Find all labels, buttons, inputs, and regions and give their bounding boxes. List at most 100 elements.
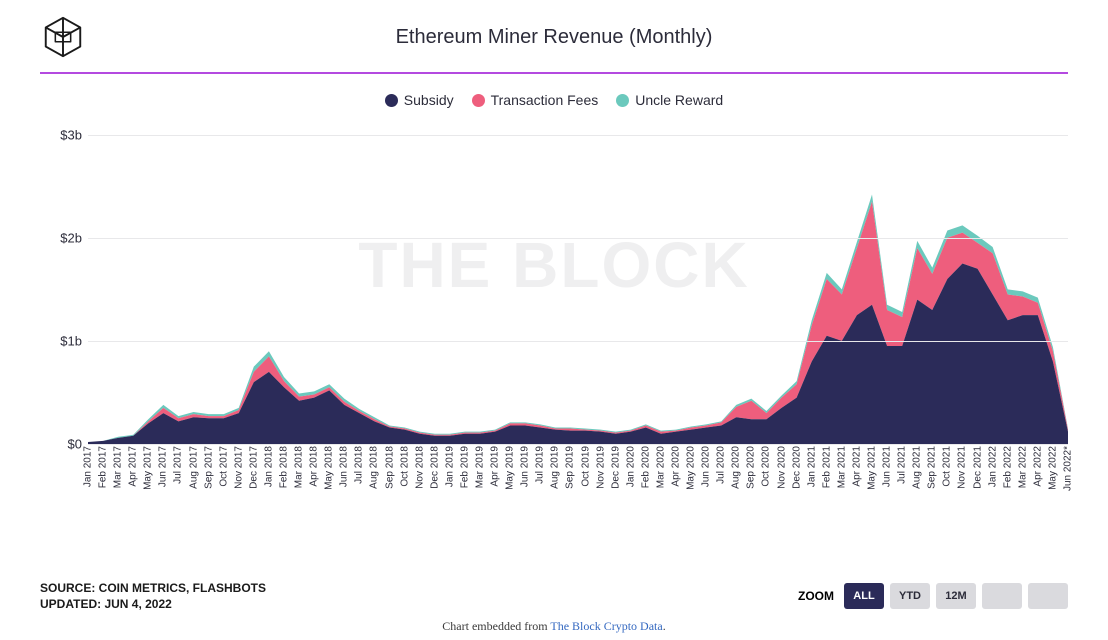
x-tick-label: May 2018 (324, 446, 335, 490)
x-tick-label: Feb 2022 (1002, 446, 1013, 488)
chart-footer: SOURCE: COIN METRICS, FLASHBOTS UPDATED:… (40, 580, 1068, 612)
x-tick-label: Jan 2020 (625, 446, 636, 487)
legend-label: Transaction Fees (491, 92, 599, 108)
x-axis: Jan 2017Feb 2017Mar 2017Apr 2017May 2017… (88, 444, 1068, 474)
x-tick-label: Nov 2018 (414, 446, 425, 489)
the-block-logo-icon (40, 14, 86, 60)
x-tick-label: Nov 2017 (233, 446, 244, 489)
grid-line (88, 135, 1068, 136)
x-tick-label: Dec 2020 (791, 446, 802, 489)
legend-item[interactable]: Transaction Fees (472, 92, 599, 108)
x-tick-label: Aug 2021 (912, 446, 923, 489)
x-tick-label: Feb 2018 (279, 446, 290, 488)
x-tick-label: Jul 2020 (716, 446, 727, 484)
x-tick-label: Jan 2021 (806, 446, 817, 487)
x-tick-label: Jul 2021 (897, 446, 908, 484)
grid-line (88, 238, 1068, 239)
x-tick-label: Jun 2018 (339, 446, 350, 487)
chart-title: Ethereum Miner Revenue (Monthly) (86, 26, 1068, 49)
x-tick-label: Apr 2019 (490, 446, 501, 487)
x-tick-label: Nov 2020 (776, 446, 787, 489)
legend-label: Subsidy (404, 92, 454, 108)
x-tick-label: Aug 2018 (369, 446, 380, 489)
y-tick-label: $2b (60, 230, 82, 245)
x-tick-label: Mar 2022 (1017, 446, 1028, 488)
legend-label: Uncle Reward (635, 92, 723, 108)
x-tick-label: Sep 2017 (203, 446, 214, 489)
x-tick-label: Jan 2022 (987, 446, 998, 487)
zoom-ytd-button[interactable]: YTD (890, 583, 930, 609)
x-tick-label: Feb 2017 (98, 446, 109, 488)
chart-legend: Subsidy Transaction Fees Uncle Reward (0, 74, 1108, 114)
zoom-label: ZOOM (798, 589, 834, 603)
y-tick-label: $0 (68, 437, 82, 452)
x-tick-label: Aug 2017 (188, 446, 199, 489)
x-tick-label: Mar 2021 (836, 446, 847, 488)
x-tick-label: Jun 2017 (158, 446, 169, 487)
x-tick-label: Oct 2017 (218, 446, 229, 487)
chart-area: THE BLOCK $0$1b$2b$3b Jan 2017Feb 2017Ma… (40, 114, 1068, 474)
x-tick-label: Apr 2021 (851, 446, 862, 487)
embed-caption: Chart embedded from The Block Crypto Dat… (0, 619, 1108, 634)
zoom-all-button[interactable]: ALL (844, 583, 884, 609)
x-tick-label: Mar 2018 (294, 446, 305, 488)
source-line1: SOURCE: COIN METRICS, FLASHBOTS (40, 580, 266, 596)
x-tick-label: Jul 2019 (535, 446, 546, 484)
x-tick-label: Dec 2017 (248, 446, 259, 489)
zoom-controls: ZOOM ALLYTD12M (798, 583, 1068, 609)
legend-item[interactable]: Uncle Reward (616, 92, 723, 108)
x-tick-label: Apr 2022 (1032, 446, 1043, 487)
x-tick-label: Feb 2021 (821, 446, 832, 488)
x-tick-label: Feb 2020 (640, 446, 651, 488)
grid-line (88, 444, 1068, 445)
source-text: SOURCE: COIN METRICS, FLASHBOTS UPDATED:… (40, 580, 266, 612)
x-tick-label: Apr 2020 (671, 446, 682, 487)
x-tick-label: Sep 2021 (927, 446, 938, 489)
x-tick-label: May 2019 (505, 446, 516, 490)
y-tick-label: $3b (60, 127, 82, 142)
x-tick-label: Dec 2018 (429, 446, 440, 489)
x-tick-label: May 2020 (686, 446, 697, 490)
legend-swatch (472, 94, 485, 107)
x-tick-label: Sep 2018 (384, 446, 395, 489)
zoom-12m-button[interactable]: 12M (936, 583, 976, 609)
x-tick-label: Oct 2021 (942, 446, 953, 487)
x-tick-label: Jun 2019 (520, 446, 531, 487)
legend-item[interactable]: Subsidy (385, 92, 454, 108)
x-tick-label: May 2022 (1047, 446, 1058, 490)
x-tick-label: Jul 2018 (354, 446, 365, 484)
x-tick-label: Mar 2019 (475, 446, 486, 488)
caption-suffix: . (663, 619, 666, 633)
y-tick-label: $1b (60, 333, 82, 348)
x-tick-label: Mar 2017 (113, 446, 124, 488)
grid-line (88, 341, 1068, 342)
x-tick-label: Jun 2021 (882, 446, 893, 487)
caption-prefix: Chart embedded from (442, 619, 550, 633)
plot-area[interactable] (88, 114, 1068, 444)
x-tick-label: Jun 2022* (1063, 446, 1074, 491)
x-tick-label: Dec 2021 (972, 446, 983, 489)
y-axis: $0$1b$2b$3b (40, 114, 88, 444)
x-tick-label: Jan 2017 (83, 446, 94, 487)
chart-header: Ethereum Miner Revenue (Monthly) (0, 0, 1108, 68)
x-tick-label: Oct 2018 (399, 446, 410, 487)
source-line2: UPDATED: JUN 4, 2022 (40, 596, 266, 612)
x-tick-label: Sep 2019 (565, 446, 576, 489)
legend-swatch (616, 94, 629, 107)
area-svg (88, 114, 1068, 444)
x-tick-label: May 2017 (143, 446, 154, 490)
x-tick-label: Oct 2019 (580, 446, 591, 487)
x-tick-label: May 2021 (867, 446, 878, 490)
x-tick-label: Aug 2019 (550, 446, 561, 489)
x-tick-label: Jun 2020 (701, 446, 712, 487)
zoom-blank-button[interactable] (1028, 583, 1068, 609)
x-tick-label: Jul 2017 (173, 446, 184, 484)
x-tick-label: Oct 2020 (761, 446, 772, 487)
x-tick-label: Apr 2018 (309, 446, 320, 487)
zoom-blank-button[interactable] (982, 583, 1022, 609)
x-tick-label: Nov 2019 (595, 446, 606, 489)
x-tick-label: Nov 2021 (957, 446, 968, 489)
x-tick-label: Apr 2017 (128, 446, 139, 487)
caption-link[interactable]: The Block Crypto Data (550, 619, 662, 633)
x-tick-label: Feb 2019 (459, 446, 470, 488)
